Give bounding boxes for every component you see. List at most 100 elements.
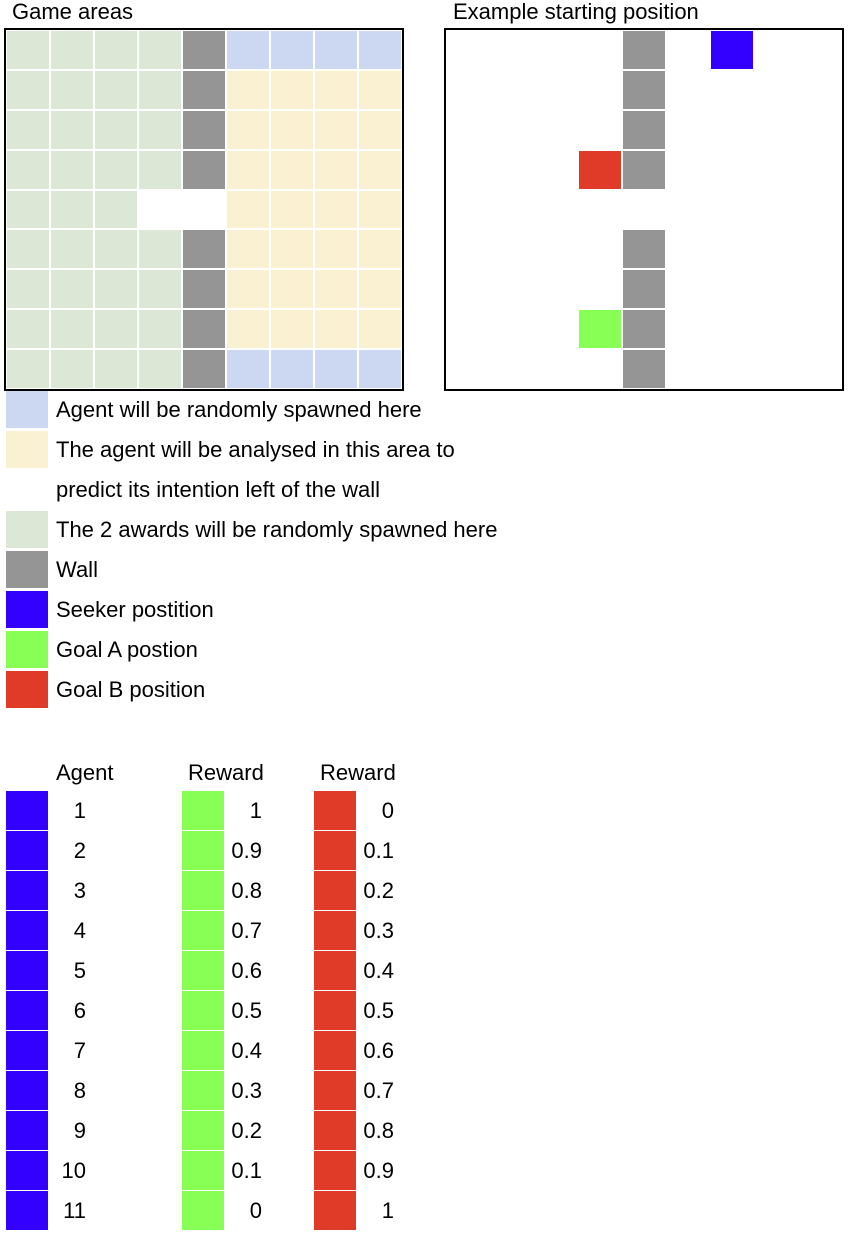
- legend-label: Goal B position: [56, 677, 206, 702]
- area-cell-awards: [138, 269, 182, 310]
- table-value-agent: 4: [73, 918, 86, 943]
- legend-swatch-seeker: [6, 591, 48, 628]
- area-cell-awards: [138, 349, 182, 389]
- legend-label: Seeker postition: [56, 597, 214, 622]
- example-cell-empty: [666, 70, 710, 110]
- example-cell-empty: [578, 70, 622, 110]
- table-swatch-goal_a: [182, 871, 224, 910]
- table-cell-reward-b: 0.8: [314, 1111, 424, 1150]
- legend-swatch-wall: [6, 551, 48, 588]
- table-value-reward-b: 0.8: [363, 1118, 394, 1143]
- legend-swatch-goal_a: [6, 631, 48, 668]
- example-cell-empty: [490, 110, 534, 150]
- area-cell-awards: [94, 109, 138, 150]
- table-cell-reward-b: 0.5: [314, 991, 424, 1030]
- table-cell-agent: 3: [6, 871, 116, 910]
- table-swatch-goal_a: [182, 911, 224, 950]
- area-cell-awards: [6, 149, 50, 190]
- area-cell-wall: [182, 149, 226, 190]
- table-swatch-seeker: [6, 831, 48, 870]
- example-cell-seeker: [710, 30, 754, 70]
- example-cell-empty: [490, 229, 534, 269]
- table-value-agent: 3: [73, 878, 86, 903]
- header-reward-b: Reward: [320, 760, 396, 785]
- example-cell-empty: [798, 269, 842, 309]
- area-cell-spawn: [226, 349, 270, 389]
- table-swatch-goal_a: [182, 1191, 224, 1230]
- legend-swatch-goal_b: [6, 671, 48, 708]
- table-cell-agent: 2: [6, 831, 116, 870]
- table-value-reward-a: 0.1: [231, 1158, 262, 1183]
- table-value-reward-b: 1: [381, 1198, 394, 1223]
- area-cell-awards: [138, 149, 182, 190]
- area-cell-analysis: [314, 229, 358, 270]
- table-cell-reward-a: 0.3: [182, 1071, 292, 1110]
- table-value-agent: 11: [63, 1198, 86, 1223]
- area-cell-analysis: [226, 189, 270, 230]
- example-cell-empty: [710, 269, 754, 309]
- area-cell-awards: [94, 349, 138, 389]
- area-cell-awards: [138, 30, 182, 70]
- example-cell-empty: [446, 110, 490, 150]
- table-value-agent: 5: [73, 958, 86, 983]
- area-cell-analysis: [314, 109, 358, 150]
- example-cell-empty: [710, 70, 754, 110]
- area-cell-wall: [182, 30, 226, 70]
- area-cell-spawn: [270, 349, 314, 389]
- example-cell-empty: [578, 190, 622, 230]
- example-cell-empty: [446, 190, 490, 230]
- area-cell-awards: [50, 229, 94, 270]
- area-cell-analysis: [226, 229, 270, 270]
- example-cell-empty: [534, 229, 578, 269]
- table-swatch-goal_b: [314, 991, 356, 1030]
- game-areas-grid: [4, 28, 404, 391]
- table-value-reward-b: 0.9: [363, 1158, 394, 1183]
- example-cell-empty: [534, 269, 578, 309]
- table-swatch-seeker: [6, 991, 48, 1030]
- area-cell-analysis: [358, 189, 402, 230]
- example-cell-empty: [754, 30, 798, 70]
- example-cell-empty: [490, 70, 534, 110]
- example-cell-empty: [798, 150, 842, 190]
- example-cell-empty: [446, 229, 490, 269]
- area-cell-awards: [50, 30, 94, 70]
- area-cell-awards: [50, 309, 94, 350]
- area-cell-analysis: [270, 189, 314, 230]
- table-cell-agent: 10: [6, 1151, 116, 1190]
- table-swatch-seeker: [6, 1071, 48, 1110]
- legend-label: Agent will be randomly spawned here: [56, 397, 422, 422]
- area-cell-analysis: [226, 69, 270, 110]
- area-cell-awards: [94, 149, 138, 190]
- area-cell-awards: [6, 309, 50, 350]
- area-cell-spawn: [226, 30, 270, 70]
- example-cell-empty: [446, 30, 490, 70]
- example-cell-empty: [754, 269, 798, 309]
- example-cell-empty: [754, 110, 798, 150]
- legend-swatch-awards: [6, 511, 48, 548]
- area-cell-analysis: [270, 69, 314, 110]
- legend-label: Goal A postion: [56, 637, 198, 662]
- table-value-reward-b: 0.2: [363, 878, 394, 903]
- table-cell-reward-a: 0: [182, 1191, 292, 1230]
- table-value-agent: 2: [73, 838, 86, 863]
- header-reward-a: Reward: [188, 760, 264, 785]
- table-swatch-seeker: [6, 951, 48, 990]
- table-value-agent: 9: [73, 1118, 86, 1143]
- example-cell-empty: [798, 309, 842, 349]
- example-cell-empty: [578, 269, 622, 309]
- area-cell-analysis: [314, 189, 358, 230]
- example-cell-wall: [622, 149, 666, 190]
- example-cell-empty: [710, 349, 754, 389]
- example-cell-empty: [490, 309, 534, 349]
- example-cell-empty: [666, 269, 710, 309]
- example-cell-empty: [490, 190, 534, 230]
- table-cell-reward-a: 0.8: [182, 871, 292, 910]
- area-cell-awards: [50, 189, 94, 230]
- table-cell-reward-a: 0.4: [182, 1031, 292, 1070]
- example-cell-empty: [446, 269, 490, 309]
- table-cell-reward-b: 0.4: [314, 951, 424, 990]
- legend-label: The agent will be analysed in this area …: [56, 437, 455, 462]
- example-cell-empty: [754, 190, 798, 230]
- table-value-reward-a: 0.5: [231, 998, 262, 1023]
- area-cell-analysis: [270, 229, 314, 270]
